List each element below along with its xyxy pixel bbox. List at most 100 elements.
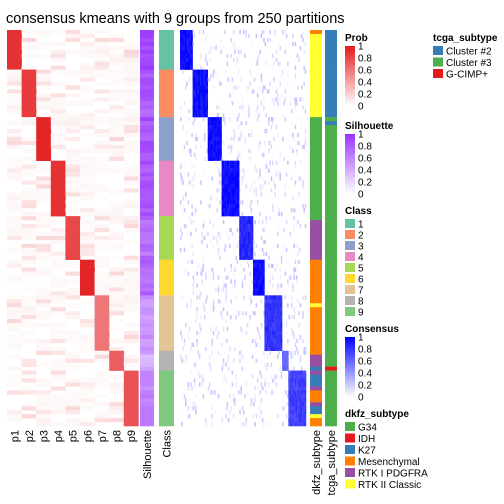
consensus-cell [224, 117, 226, 122]
consensus-cell [191, 37, 193, 43]
membership-cell [7, 93, 22, 98]
membership-cell [21, 267, 37, 272]
membership-cell [80, 402, 95, 407]
consensus-cell [277, 330, 279, 336]
membership-cell [123, 220, 139, 225]
consensus-cell [264, 85, 266, 90]
consensus-cell [203, 101, 206, 106]
consensus-cell [255, 61, 258, 66]
consensus-cell [287, 303, 289, 308]
consensus-cell [289, 402, 292, 407]
consensus-cell [254, 386, 256, 391]
consensus-cell [255, 414, 258, 419]
consensus-cell [255, 283, 258, 288]
consensus-cell [263, 239, 265, 245]
consensus-cell [268, 255, 270, 260]
consensus-cell [236, 172, 239, 177]
consensus-cell [192, 132, 195, 138]
consensus-cell [240, 132, 242, 138]
consensus-cell [221, 164, 224, 169]
consensus-cell [289, 378, 292, 383]
silhouette-cell [140, 180, 154, 185]
consensus-cell [227, 208, 230, 213]
consensus-cell [205, 418, 207, 423]
consensus-cell [200, 327, 202, 332]
membership-cell [80, 418, 95, 423]
membership-cell [80, 61, 95, 66]
consensus-cell [230, 228, 232, 233]
membership-cell [36, 117, 52, 122]
consensus-cell [287, 81, 289, 86]
membership-cell [94, 330, 110, 336]
silhouette-cell [140, 184, 154, 189]
consensus-cell [253, 259, 255, 264]
consensus-cell [282, 358, 284, 363]
consensus-cell [200, 89, 202, 94]
membership-cell [7, 164, 22, 169]
consensus-cell [297, 422, 299, 427]
membership-cell [80, 49, 95, 55]
dkfz-cell [310, 140, 322, 146]
consensus-cell [270, 315, 273, 320]
consensus-cell [205, 105, 207, 110]
membership-cell [80, 358, 95, 363]
consensus-cell [206, 243, 208, 249]
consensus-cell [294, 398, 297, 403]
consensus-cell [230, 148, 232, 154]
consensus-cell [253, 239, 255, 245]
consensus-cell [193, 164, 196, 169]
consensus-cell [277, 299, 279, 304]
silhouette-cell [140, 255, 154, 260]
tcga-cell [325, 255, 337, 260]
membership-cell [50, 192, 66, 197]
membership-cell [109, 275, 125, 280]
consensus-cell [195, 156, 197, 161]
consensus-cell [302, 295, 304, 300]
tcga-cell [325, 37, 337, 43]
consensus-cell [283, 228, 285, 233]
consensus-cell [206, 231, 208, 237]
membership-cell [65, 382, 81, 387]
membership-cell [80, 386, 95, 391]
membership-cell [65, 125, 81, 130]
membership-cell [109, 121, 125, 126]
consensus-cell [185, 45, 187, 51]
membership-cell [36, 73, 52, 78]
consensus-cell [221, 188, 224, 193]
consensus-cell [231, 204, 234, 209]
tcga-cell [325, 338, 337, 344]
silhouette-cell [140, 398, 154, 403]
membership-cell [50, 176, 66, 181]
consensus-cell [225, 208, 227, 213]
consensus-cell [196, 342, 198, 348]
consensus-cell [303, 370, 305, 375]
consensus-cell [197, 263, 200, 268]
dkfz-cell [310, 358, 322, 363]
consensus-cell [226, 212, 229, 217]
consensus-cell [185, 323, 187, 328]
consensus-cell [248, 224, 250, 229]
consensus-cell [235, 295, 237, 300]
consensus-cell [299, 97, 302, 102]
consensus-cell [284, 358, 287, 363]
tcga-cell [325, 121, 337, 126]
consensus-cell [224, 164, 226, 169]
consensus-cell [290, 390, 293, 395]
consensus-cell [232, 176, 235, 181]
membership-cell [65, 160, 81, 165]
consensus-cell [268, 299, 270, 304]
consensus-cell [280, 212, 283, 217]
consensus-cell [210, 125, 212, 130]
consensus-cell [298, 422, 300, 427]
consensus-cell [215, 125, 217, 130]
membership-cell [50, 113, 66, 118]
membership-cell [21, 85, 37, 90]
silhouette-cell [140, 117, 154, 122]
consensus-cell [298, 414, 300, 419]
consensus-cell [239, 243, 241, 249]
consensus-cell [190, 303, 192, 308]
consensus-cell [270, 338, 273, 344]
membership-cell [50, 160, 66, 165]
consensus-cell [290, 398, 293, 403]
consensus-cell [251, 216, 254, 221]
